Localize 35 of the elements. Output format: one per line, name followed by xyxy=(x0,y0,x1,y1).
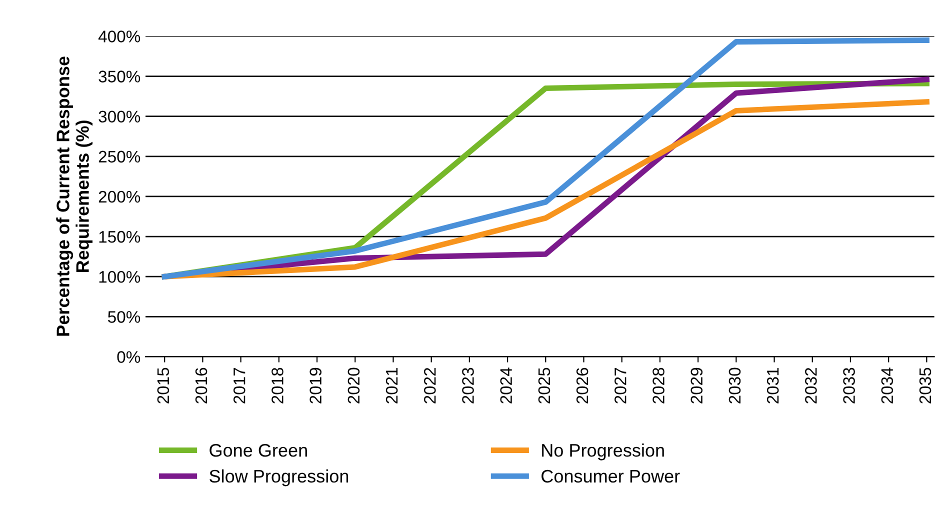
legend-label: Consumer Power xyxy=(542,470,680,483)
x-tick-label: 2034 xyxy=(881,368,894,404)
x-tick-label: 2017 xyxy=(233,368,246,404)
y-tick-label: 100% xyxy=(99,270,140,283)
y-tick-label: 300% xyxy=(98,110,140,123)
x-tick-label: 2019 xyxy=(310,368,322,404)
x-tick-label: 2031 xyxy=(766,368,779,404)
y-tick-label: 150% xyxy=(99,230,140,243)
x-tick-label: 2015 xyxy=(157,368,170,404)
x-tick-label: 2035 xyxy=(919,368,932,404)
x-tick-label: 2021 xyxy=(386,368,398,404)
y-tick-label: 400% xyxy=(98,30,140,42)
x-tick-label: 2025 xyxy=(538,368,550,404)
x-tick-label: 2028 xyxy=(652,368,664,404)
legend-label: Gone Green xyxy=(210,444,307,457)
y-axis-title: Percentage of Current Response Requirements (%) xyxy=(56,56,93,336)
x-tick-label: 2033 xyxy=(843,368,855,404)
x-tick-label: 2023 xyxy=(462,368,474,404)
x-tick-label: 2016 xyxy=(195,368,208,404)
y-tick-label: 350% xyxy=(98,70,140,82)
y-tick-label: 200% xyxy=(98,190,140,203)
y-tick-label: 0% xyxy=(117,351,140,363)
x-tick-label: 2022 xyxy=(424,368,436,404)
y-tick-label: 50% xyxy=(108,311,140,323)
x-tick-label: 2018 xyxy=(272,368,284,404)
x-tick-label: 2029 xyxy=(690,368,703,404)
x-tick-label: 2020 xyxy=(348,368,360,404)
x-tick-label: 2032 xyxy=(805,368,817,404)
x-tick-label: 2026 xyxy=(576,368,588,404)
x-tick-label: 2024 xyxy=(500,368,512,404)
y-tick-label: 250% xyxy=(98,150,140,163)
x-tick-label: 2027 xyxy=(614,368,626,404)
legend-label: Slow Progression xyxy=(210,469,348,486)
x-tick-label: 2030 xyxy=(728,368,741,404)
legend-label: No Progression xyxy=(542,444,664,460)
